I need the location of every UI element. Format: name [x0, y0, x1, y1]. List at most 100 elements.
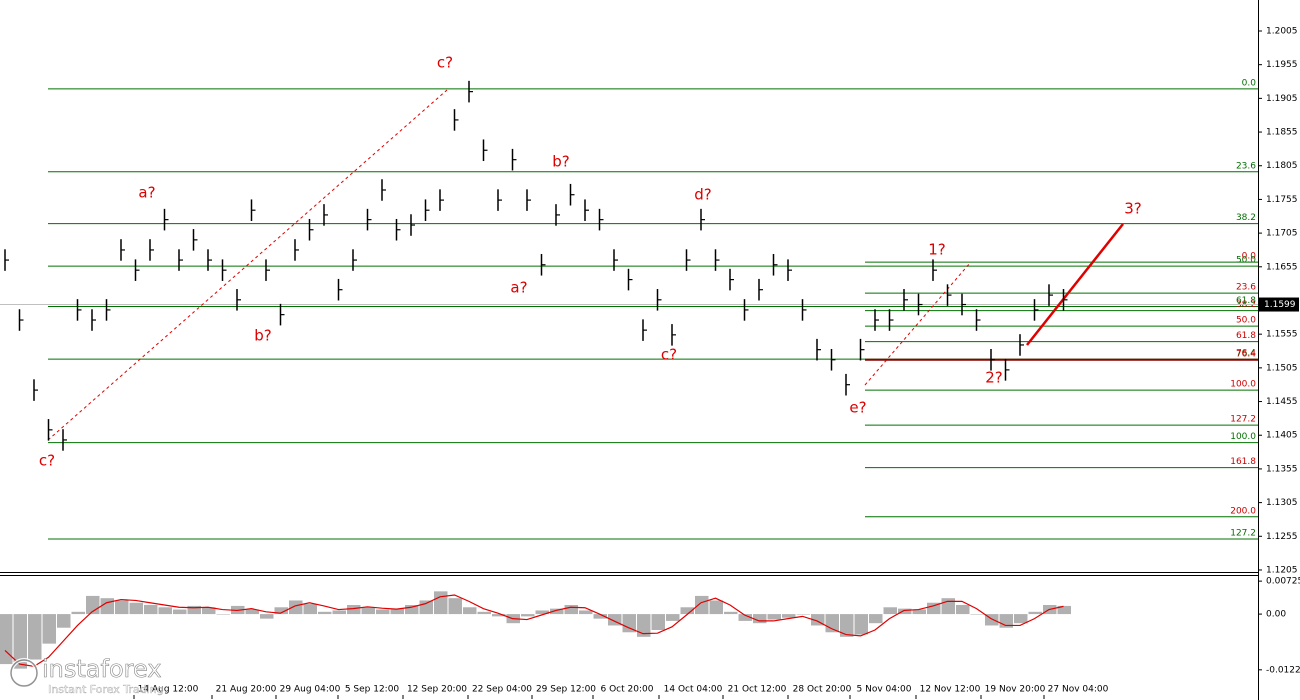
- brand: instaforex: [42, 655, 162, 683]
- fib-label: 127.2: [1230, 415, 1256, 425]
- y-tick-label: 1.1805: [1266, 161, 1298, 171]
- macd-bar: [100, 598, 114, 615]
- y-tick-label: 1.1555: [1266, 330, 1298, 340]
- macd-bar: [622, 614, 636, 633]
- macd-bar: [651, 614, 665, 630]
- macd-bar: [970, 614, 984, 615]
- fib-label: 161.8: [1230, 457, 1256, 467]
- macd-bar: [347, 605, 361, 615]
- wave-label: 3?: [1124, 200, 1142, 218]
- wave-label: c?: [437, 54, 453, 72]
- fib-label: 76.4: [1236, 349, 1256, 359]
- fib-label: 38.2: [1236, 213, 1256, 223]
- macd-bar: [840, 614, 854, 637]
- macd-bar: [811, 614, 825, 626]
- macd-bar: [550, 608, 564, 615]
- macd-bar: [303, 604, 317, 615]
- macd-bar: [448, 598, 462, 615]
- wave-label: c?: [661, 346, 677, 364]
- macd-bar: [912, 609, 926, 615]
- wave-label: b?: [254, 327, 271, 345]
- macd-bar: [869, 614, 883, 624]
- macd-bar: [695, 595, 709, 615]
- fib-label: 23.6: [1236, 161, 1256, 171]
- x-tick-label: 29 Aug 04:00: [280, 685, 341, 695]
- x-tick-label: 29 Sep 12:00: [536, 685, 596, 695]
- y-tick-label: 1.1405: [1266, 431, 1298, 441]
- macd-signal: [4, 594, 1064, 667]
- y-tick-label: 1.2005: [1266, 26, 1298, 36]
- macd-bar: [202, 607, 216, 615]
- y-tick-label: 1.1355: [1266, 464, 1298, 474]
- wave-label: 1?: [928, 241, 946, 259]
- fib-label: 0.0: [1242, 252, 1257, 262]
- macd-bar: [42, 614, 56, 644]
- macd-bar: [245, 609, 259, 615]
- wave-label: a?: [138, 184, 155, 202]
- macd-bar: [883, 607, 897, 615]
- macd-bar: [71, 611, 85, 615]
- macd-bar: [57, 614, 71, 628]
- macd-bar: [0, 614, 13, 665]
- fib-label: 0.0: [1242, 78, 1257, 88]
- x-tick-label: 14 Aug 12:00: [138, 685, 199, 695]
- fib-label: 38.2: [1236, 300, 1256, 310]
- macd-bar: [419, 600, 433, 615]
- macd-bar: [854, 614, 868, 635]
- y-tick-label: 1.1955: [1266, 60, 1298, 70]
- y-tick-label: 1.1655: [1266, 262, 1298, 272]
- macd-bar: [492, 614, 506, 617]
- macd-bar: [753, 614, 767, 624]
- macd-bar: [173, 609, 187, 615]
- fib-label: 50.0: [1236, 316, 1256, 326]
- x-tick-label: 27 Nov 04:00: [1048, 685, 1109, 695]
- y-tick-label: 1.1905: [1266, 94, 1298, 104]
- macd-bar: [535, 610, 549, 615]
- x-tick-label: 12 Sep 20:00: [407, 685, 467, 695]
- macd-bar: [709, 600, 723, 615]
- macd-bar: [216, 614, 230, 615]
- y-tick-label: 1.1755: [1266, 195, 1298, 205]
- current-price-label: 1.1599: [1264, 300, 1296, 310]
- tagline: Instant Forex Trading: [48, 683, 164, 696]
- wave-label: a?: [510, 279, 527, 297]
- y-tick-label: 1.1505: [1266, 363, 1298, 373]
- y-tick-label: 1.1855: [1266, 128, 1298, 138]
- macd-bar: [405, 605, 419, 615]
- macd-bar: [477, 611, 491, 615]
- y-tick-label: 1.1705: [1266, 229, 1298, 239]
- macd-bar: [28, 614, 42, 660]
- macd-bar: [1057, 605, 1071, 615]
- fib-label: 100.0: [1230, 432, 1256, 442]
- macd-bar: [1028, 611, 1042, 615]
- x-tick-label: 14 Oct 04:00: [664, 685, 723, 695]
- macd-bar: [666, 614, 680, 621]
- fib-label: 127.2: [1230, 528, 1256, 538]
- x-tick-label: 21 Oct 12:00: [728, 685, 787, 695]
- macd-bar: [260, 614, 274, 619]
- x-tick-label: 19 Nov 20:00: [985, 685, 1046, 695]
- macd-bar: [521, 614, 535, 617]
- logo-mark: [10, 659, 38, 687]
- macd-bar: [318, 611, 332, 615]
- macd-bar: [115, 600, 129, 615]
- wave-label: c?: [39, 452, 55, 470]
- wave-label: d?: [694, 186, 711, 204]
- macd-bar: [274, 607, 288, 615]
- macd-bar: [985, 614, 999, 626]
- macd-bar: [289, 600, 303, 615]
- current-price-tag: [1259, 297, 1299, 312]
- macd-bar: [637, 614, 651, 637]
- macd-bar: [593, 614, 607, 619]
- x-tick-label: 5 Sep 12:00: [345, 685, 400, 695]
- fib-label: 23.6: [1236, 283, 1256, 293]
- macd-bar: [376, 609, 390, 615]
- macd-bar: [13, 614, 27, 669]
- macd-y-tick-label: 0.00: [1266, 610, 1286, 620]
- x-tick-label: 6 Oct 20:00: [601, 685, 654, 695]
- y-tick-label: 1.1205: [1266, 565, 1298, 575]
- macd-bar: [390, 608, 404, 615]
- fib-label: 200.0: [1230, 506, 1256, 516]
- x-tick-label: 5 Nov 04:00: [857, 685, 912, 695]
